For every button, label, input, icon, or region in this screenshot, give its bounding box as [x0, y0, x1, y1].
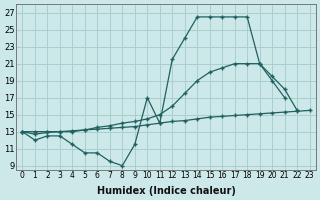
X-axis label: Humidex (Indice chaleur): Humidex (Indice chaleur)	[97, 186, 236, 196]
